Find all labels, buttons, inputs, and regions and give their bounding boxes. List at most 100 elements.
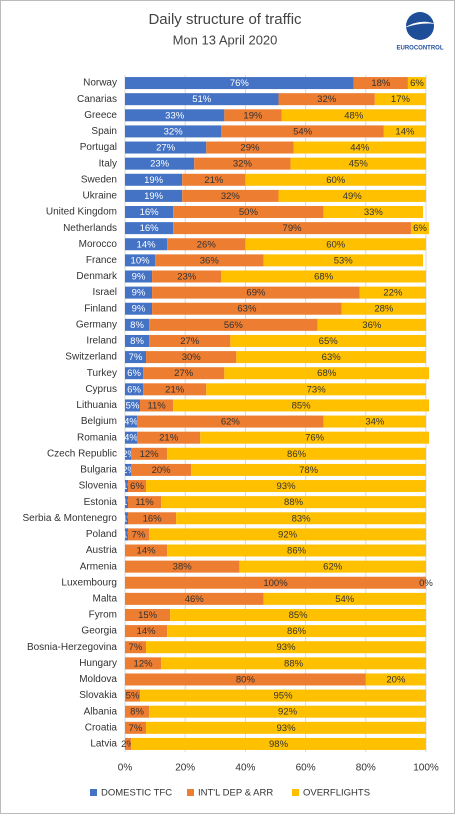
bar-segment: [290, 157, 426, 170]
data-label: 93%: [277, 642, 297, 653]
bar-segment: [167, 238, 246, 251]
data-label: 36%: [200, 255, 220, 266]
bar-segment: [161, 496, 426, 509]
bar-segment: [245, 173, 426, 186]
data-label: 21%: [204, 175, 224, 186]
data-label: 6%: [127, 384, 141, 395]
data-label: 30%: [182, 352, 202, 363]
data-label: 53%: [334, 255, 354, 266]
y-tick-label: Canarias: [77, 94, 117, 105]
data-label: 9%: [132, 272, 146, 283]
data-label: 60%: [326, 239, 346, 250]
bar-segment: [176, 512, 426, 525]
y-tick-label: Fyrom: [89, 610, 117, 621]
logo: EUROCONTROL: [397, 12, 444, 52]
bar-segment: [236, 351, 426, 364]
data-label: 9%: [132, 304, 146, 315]
data-label: 5%: [126, 400, 140, 411]
data-label: 54%: [335, 594, 355, 605]
bar-segment: [125, 173, 183, 186]
y-tick-label: Finland: [84, 303, 117, 314]
y-tick-label: Greece: [84, 110, 117, 121]
data-label: 54%: [293, 126, 313, 137]
y-tick-label: Latvia: [90, 739, 117, 750]
data-label: 38%: [173, 562, 193, 573]
y-tick-label: Hungary: [79, 658, 117, 669]
data-label: 0%: [419, 578, 433, 589]
data-label: 2%: [122, 449, 136, 460]
data-label: 16%: [140, 223, 160, 234]
bar-segment: [146, 480, 426, 493]
y-tick-label: France: [86, 255, 118, 266]
bar-segment: [125, 480, 129, 493]
bar-segment: [125, 673, 366, 686]
bar-segment: [128, 528, 150, 541]
y-tick-label: Poland: [86, 529, 117, 540]
bar-segment: [125, 157, 195, 170]
bar-segment: [239, 560, 426, 573]
data-label: 49%: [343, 191, 363, 202]
bar-segment: [125, 496, 129, 509]
bar-segment: [125, 625, 168, 638]
y-tick-label: Spain: [91, 126, 117, 137]
bar-segment: [125, 302, 153, 315]
bar-segment: [125, 270, 153, 283]
y-tick-label: Cyprus: [85, 384, 117, 395]
bar-segment: [359, 286, 426, 299]
bar-segment: [125, 592, 264, 605]
y-tick-label: Ireland: [86, 336, 117, 347]
bar-segment: [125, 415, 138, 428]
y-tick-label: Romania: [77, 432, 117, 443]
y-tick-label: Slovenia: [79, 481, 118, 492]
y-tick-label: Sweden: [81, 174, 117, 185]
y-tick-label: Malta: [93, 594, 118, 605]
data-label: 86%: [287, 546, 307, 557]
y-tick-label: Portugal: [80, 142, 117, 153]
data-label: 51%: [192, 94, 212, 105]
bar-segment: [131, 463, 192, 476]
y-tick-label: Germany: [76, 319, 117, 330]
chart-subtitle: Mon 13 April 2020: [173, 32, 278, 47]
bar-segment: [146, 721, 426, 734]
x-tick-label: 80%: [356, 763, 376, 774]
data-label: 79%: [283, 223, 303, 234]
y-tick-label: Austria: [86, 545, 118, 556]
data-label: 6%: [413, 223, 427, 234]
bar-segment: [152, 302, 342, 315]
data-label: 22%: [383, 288, 403, 299]
bar-segment: [206, 141, 294, 154]
data-label: 85%: [289, 610, 309, 621]
data-label: 33%: [165, 110, 185, 121]
bar-segment: [125, 334, 150, 347]
bar-segment: [281, 109, 426, 122]
bar-segment: [173, 222, 411, 235]
bar-segment: [125, 608, 171, 621]
bar-segment: [125, 286, 153, 299]
data-label: 68%: [314, 272, 334, 283]
data-label: 83%: [292, 513, 312, 524]
y-tick-label: Bulgaria: [80, 465, 117, 476]
data-label: 68%: [317, 368, 337, 379]
y-tick-label: Georgia: [81, 626, 117, 637]
bar-segment: [125, 93, 279, 106]
data-label: 34%: [365, 417, 385, 428]
data-label: 7%: [129, 352, 143, 363]
data-label: 65%: [319, 336, 339, 347]
y-tick-label: Ukraine: [83, 191, 118, 202]
data-label: 19%: [144, 175, 164, 186]
data-label: 9%: [132, 288, 146, 299]
bar-segment: [137, 415, 324, 428]
bar-segment: [125, 351, 147, 364]
data-label: 19%: [243, 110, 263, 121]
bar-segment: [206, 383, 426, 396]
data-label: 12%: [134, 658, 154, 669]
data-label: 63%: [322, 352, 342, 363]
bar-segment: [383, 125, 426, 138]
bar-segment: [152, 270, 222, 283]
bar-segment: [125, 383, 144, 396]
bar-segment: [146, 641, 426, 654]
bar-segment: [155, 254, 264, 267]
data-label: 62%: [221, 417, 241, 428]
data-label: 62%: [323, 562, 343, 573]
bar-segment: [278, 93, 375, 106]
